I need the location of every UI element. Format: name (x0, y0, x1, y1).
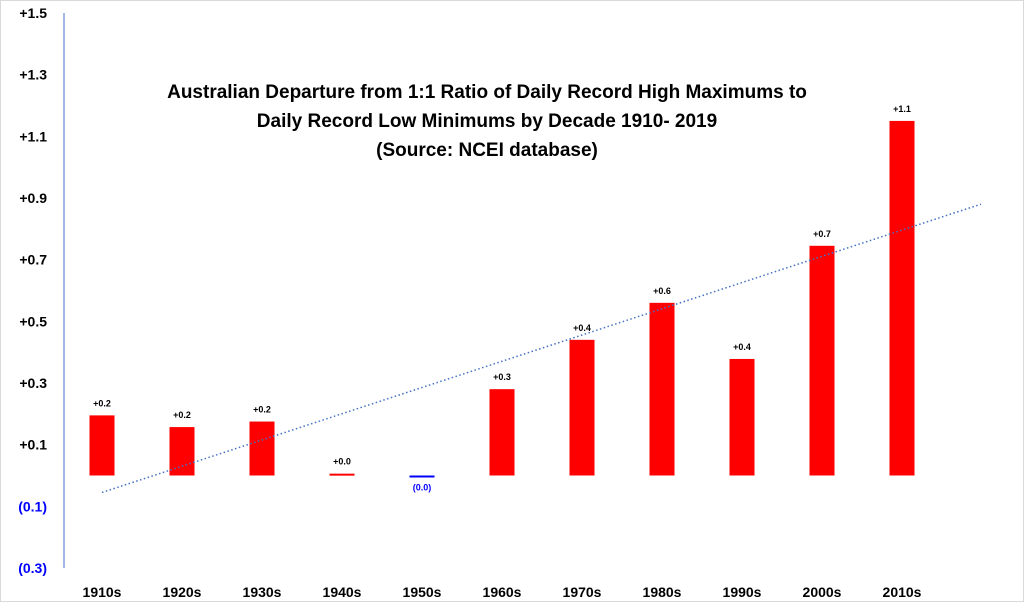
data-label: +0.0 (333, 457, 351, 467)
data-label: +0.4 (733, 342, 751, 352)
x-tick-label: 2010s (883, 584, 922, 600)
y-tick-label: +1.3 (19, 67, 47, 83)
bar (409, 475, 435, 478)
data-label: (0.0) (413, 483, 432, 493)
x-tick-label: 1950s (403, 584, 442, 600)
data-label: +0.4 (573, 323, 591, 333)
x-tick-label: 1990s (723, 584, 762, 600)
x-axis-ticks: 1910s 1920s 1930s 1940s 1950s 1960s 1970s 1980s… (83, 584, 922, 600)
bar (329, 473, 355, 476)
x-tick-label: 1970s (563, 584, 602, 600)
bar (489, 389, 515, 476)
data-label: +1.1 (893, 104, 911, 114)
y-tick-label: +0.9 (19, 190, 47, 206)
bar (729, 358, 755, 476)
data-label: +0.2 (93, 398, 111, 408)
bar (169, 427, 195, 476)
y-tick-label: +1.5 (19, 5, 47, 21)
y-tick-label: (0.1) (18, 498, 47, 514)
data-label: +0.2 (173, 410, 191, 420)
data-label: +0.2 (253, 405, 271, 415)
bar (649, 302, 675, 476)
bar (809, 245, 835, 476)
bar (569, 339, 595, 476)
trendline (101, 203, 982, 494)
title-line-2: Daily Record Low Minimums by Decade 1910… (257, 111, 717, 132)
data-label: +0.7 (813, 229, 831, 239)
chart-title: Australian Departure from 1:1 Ratio of D… (167, 82, 807, 161)
bar (89, 415, 115, 476)
y-tick-label: +0.1 (19, 437, 47, 453)
y-tick-label: +0.5 (19, 313, 47, 329)
x-tick-label: 2000s (803, 584, 842, 600)
x-tick-label: 1920s (163, 584, 202, 600)
y-tick-label: +0.3 (19, 375, 47, 391)
y-tick-label: (0.3) (18, 560, 47, 576)
x-tick-label: 1910s (83, 584, 122, 600)
y-tick-label: +0.7 (19, 252, 47, 268)
data-label: +0.6 (653, 286, 671, 296)
data-labels: +0.2 +0.2 +0.2 +0.0 (0.0) +0.3 +0.4 +0.6 +0.4 +0.… (93, 104, 911, 493)
x-tick-label: 1960s (483, 584, 522, 600)
title-line-3: (Source: NCEI database) (376, 140, 598, 161)
bar (249, 421, 275, 476)
y-axis-ticks: +1.5 +1.3 +1.1 +0.9 +0.7 +0.5 +0.3 +0.1 (0.1) (0.… (18, 5, 47, 576)
y-tick-label: +1.1 (19, 128, 47, 144)
x-tick-label: 1930s (243, 584, 282, 600)
bar (889, 120, 915, 476)
x-tick-label: 1940s (323, 584, 362, 600)
title-line-1: Australian Departure from 1:1 Ratio of D… (167, 82, 807, 103)
bars (89, 120, 915, 478)
data-label: +0.3 (493, 372, 511, 382)
x-tick-label: 1980s (643, 584, 682, 600)
